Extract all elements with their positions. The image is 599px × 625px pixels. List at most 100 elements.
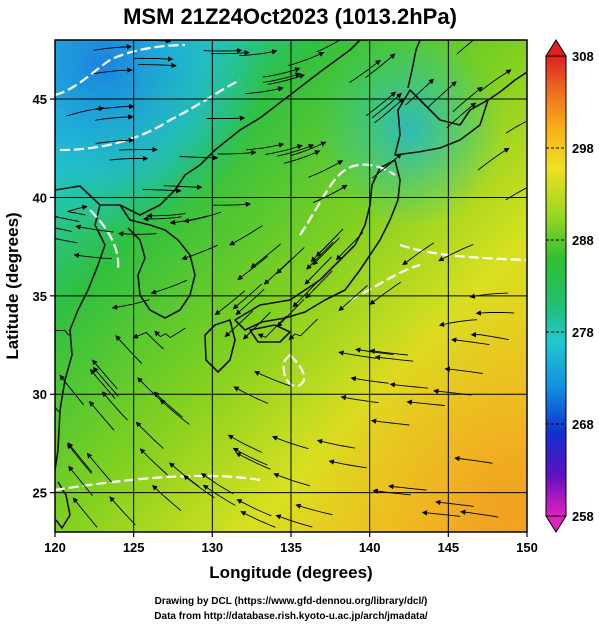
x-tick-label: 145 [437,540,459,555]
streamline [288,318,318,341]
streamline [245,86,284,95]
streamline [135,421,164,449]
streamline [92,359,118,390]
streamline [365,91,397,117]
x-axis-ticks: 120 125 130 135 140 145 150 [44,532,538,555]
streamline [94,67,133,75]
streamline [169,215,208,226]
streamline [183,474,215,499]
streamline [388,483,427,491]
streamline [328,459,367,469]
streamline [202,484,236,506]
streamline [402,242,435,266]
credit-data: Data from http://database.rish.kyoto-u.a… [154,611,428,622]
streamline [479,69,512,92]
streamline [214,290,246,316]
streamline [101,391,128,421]
colorbar-tick-label: 308 [572,49,594,64]
streamline [349,59,381,83]
streamline [470,331,509,341]
colorbar-min-arrow [545,515,567,533]
streamline [138,62,177,69]
y-tick-label: 25 [33,486,47,501]
coastline-korea [119,204,196,319]
streamline [146,213,186,219]
x-tick-label: 135 [280,540,302,555]
streamline [242,311,271,340]
streamline [239,49,278,57]
streamline [290,141,327,157]
streamline [452,86,483,112]
streamline [406,399,445,407]
streamline [212,201,252,208]
contour-line [299,163,396,236]
streamline [139,448,168,476]
streamline [95,114,134,121]
y-tick-label: 35 [33,289,47,304]
streamline [435,499,474,507]
streamline [446,102,477,129]
streamline [263,72,301,83]
credit-drawing: Drawing by DCL (https://www.gfd-dennou.o… [155,596,428,607]
streamline [304,256,332,285]
streamline [316,40,342,53]
streamline [427,81,457,108]
streamline [137,377,166,405]
streamline [152,484,182,511]
contour-line [282,353,306,388]
y-tick-label: 40 [33,190,47,205]
streamline [55,215,59,218]
streamline [55,227,72,232]
streamline [235,288,265,316]
lat-lon-grid [55,40,527,532]
streamline [262,67,301,78]
streamline [150,279,188,295]
streamline [96,103,135,111]
streamline [111,299,150,310]
streamline [75,224,114,233]
streamline [389,382,429,389]
y-tick-label: 45 [33,92,47,107]
streamline [257,315,287,339]
colorbar-tick-label: 268 [572,417,594,432]
streamline [370,418,410,426]
streamline [67,443,92,474]
isotherm-contours [55,43,527,492]
streamline [179,155,219,161]
streamline [340,395,379,404]
colorbar-tick-label: 288 [572,233,594,248]
chart-title: MSM 21Z24Oct2023 (1013.2hPa) [123,4,457,29]
streamline [117,231,157,237]
streamline [236,499,272,517]
streamline [283,150,321,164]
streamline [438,244,474,262]
streamline [229,225,263,246]
streamline [277,144,315,157]
streamline [316,438,355,449]
colorbar-tick-label: 258 [572,509,594,524]
coastline-hokkaido [394,89,489,156]
streamline [505,187,527,201]
colorbar-scale [545,55,567,517]
streamline [55,238,78,244]
streamline [109,496,136,526]
streamline [374,354,414,362]
streamline [142,216,182,222]
streamline [217,149,257,156]
y-axis-label: Latitude (degrees) [3,212,22,359]
streamline [153,391,183,418]
streamline [273,472,310,487]
streamline [312,237,340,266]
streamline [308,160,344,178]
streamline [335,232,364,261]
colorbar-tick-label: 298 [572,141,594,156]
streamline [454,455,493,464]
x-tick-label: 125 [123,540,145,555]
streamline [338,285,368,312]
coastlines [55,40,527,529]
streamline [477,147,510,171]
streamline [134,56,174,62]
streamline [73,252,113,260]
map-plot-area [55,40,527,532]
